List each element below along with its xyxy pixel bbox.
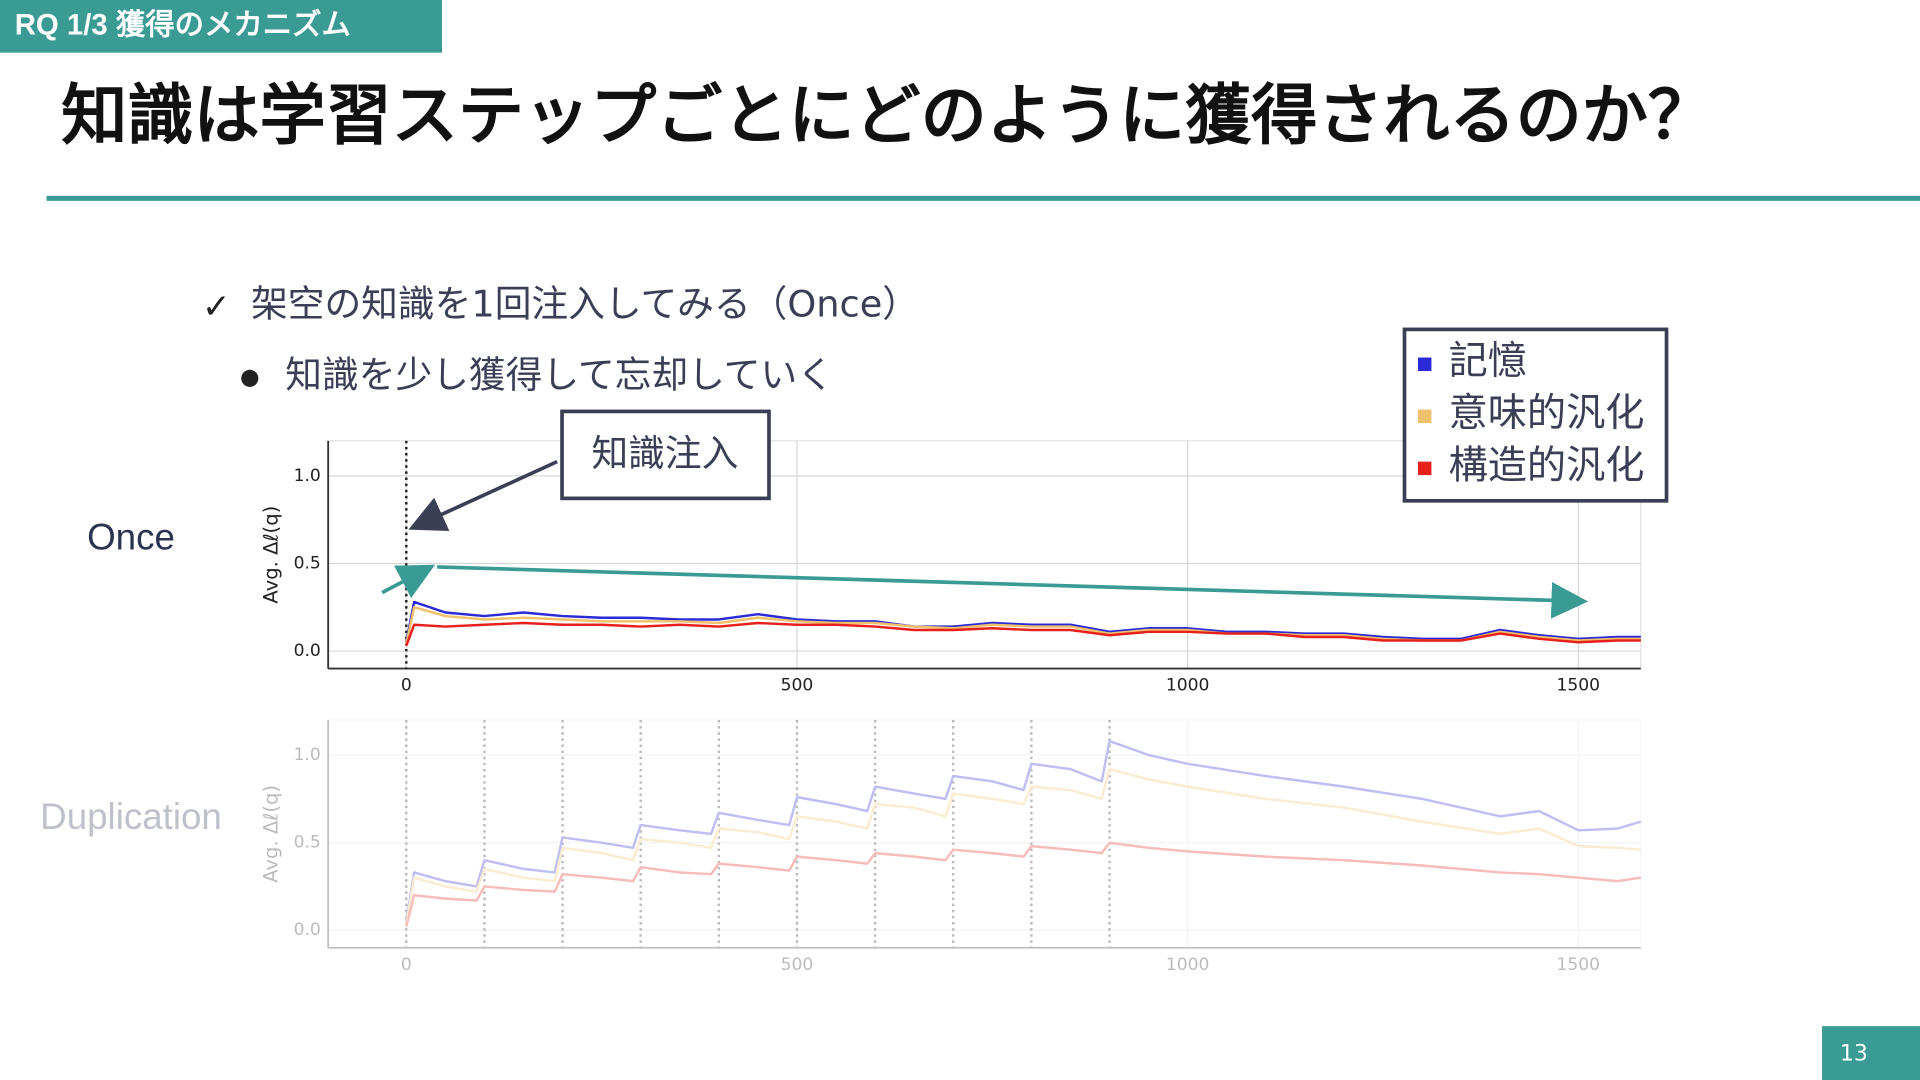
y-tick-label: 1.0 xyxy=(294,745,321,765)
x-tick-label: 500 xyxy=(781,676,814,696)
chart-title: Duplication xyxy=(40,796,222,837)
legend-label: 構造的汎化 xyxy=(1449,443,1645,488)
series-line xyxy=(405,841,1641,927)
plot-frame xyxy=(327,719,1642,949)
y-axis-label: Avg. Δℓ(q) xyxy=(259,506,282,604)
annotation-box xyxy=(560,409,771,501)
series-line xyxy=(405,739,1642,922)
annotation-arrow xyxy=(408,459,558,532)
y-tick-label: 0.0 xyxy=(294,641,321,661)
chart: 0 500 1000 1500 0.0 0.5 1.0 Avg. Δℓ(q) Duplicati… xyxy=(40,719,1642,975)
charts: 0 500 1000 1500 0.0 0.5 1.0 Avg. Δℓ(q) Once 0 500 1… xyxy=(40,440,1642,975)
x-tick-label: 1000 xyxy=(1166,676,1210,696)
check-icon: ✓ xyxy=(202,287,231,327)
legend-box xyxy=(1402,327,1669,503)
y-tick-label: 0.0 xyxy=(294,920,321,940)
x-tick-label: 1500 xyxy=(1557,955,1601,975)
annotation: 知識注入 xyxy=(591,432,738,475)
chart: 0 500 1000 1500 0.0 0.5 1.0 Avg. Δℓ(q) Once xyxy=(87,440,1642,696)
series-line xyxy=(405,600,1641,643)
legend-label: 意味的汎化 xyxy=(1449,391,1645,436)
chart-title: Once xyxy=(87,517,175,558)
series-line xyxy=(405,621,1641,647)
bullet-text: 知識を少し獲得して忘却していく xyxy=(285,354,834,397)
bullet-text: 架空の知識を1回注入してみる（Once） xyxy=(251,283,919,326)
legend-label: 記憶 xyxy=(1449,339,1527,384)
page-number-bg xyxy=(1822,1026,1920,1080)
trend-arrow xyxy=(437,565,1589,619)
x-tick-label: 1000 xyxy=(1166,955,1210,975)
x-tick-label: 500 xyxy=(781,955,814,975)
y-axis-label: Avg. Δℓ(q) xyxy=(259,785,282,883)
x-tick-label: 0 xyxy=(401,955,412,975)
y-tick-label: 0.5 xyxy=(294,553,321,573)
header-tag-bg xyxy=(0,0,443,53)
header-tag: RQ 1/3 獲得のメカニズム xyxy=(15,8,351,42)
y-tick-label: 1.0 xyxy=(294,466,321,486)
x-tick-label: 0 xyxy=(401,676,412,696)
trend-arrow xyxy=(381,564,436,599)
legend-swatch xyxy=(1417,461,1432,476)
series-line xyxy=(405,767,1641,926)
y-tick-label: 0.5 xyxy=(294,833,321,853)
legend-swatch xyxy=(1417,409,1432,424)
bullet-dot xyxy=(241,369,259,387)
x-tick-label: 1500 xyxy=(1557,676,1601,696)
slide-title: 知識は学習ステップごとにどのように獲得されるのか？ xyxy=(61,77,1714,154)
page-number: 13 xyxy=(1840,1041,1868,1066)
legend-swatch xyxy=(1417,357,1432,372)
